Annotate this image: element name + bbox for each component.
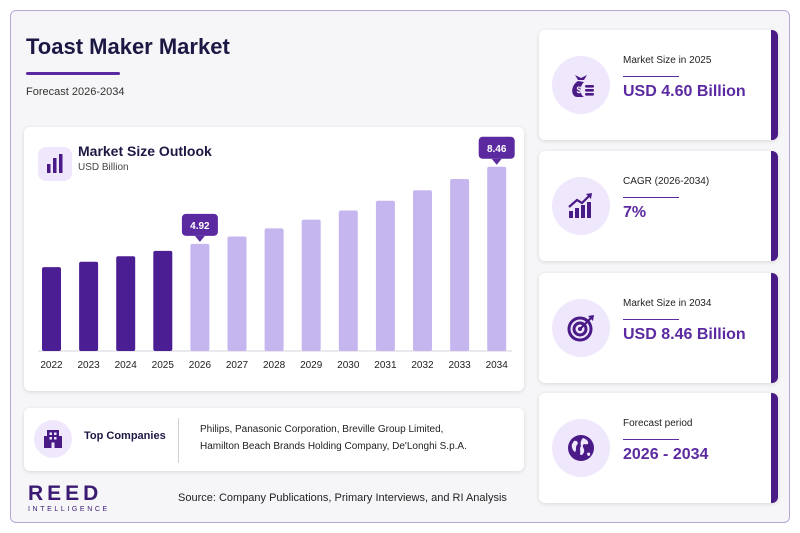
x-tick-label: 2022 — [40, 360, 63, 371]
bar-2031 — [375, 200, 395, 351]
globe-icon — [552, 419, 610, 477]
stat-label: Market Size in 2034 — [623, 298, 712, 309]
card-accent — [771, 151, 778, 261]
stat-divider — [623, 439, 679, 440]
logo-sub-text: INTELLIGENCE — [28, 506, 110, 513]
stat-divider — [623, 319, 679, 320]
bar-2029 — [301, 219, 321, 351]
building-icon — [34, 420, 72, 458]
stat-card-market-2025: $ Market Size in 2025 USD 4.60 Billion — [539, 30, 778, 140]
companies-list: Philips, Panasonic Corporation, Breville… — [200, 421, 510, 455]
bar-2026 — [190, 243, 210, 351]
card-accent — [771, 30, 778, 140]
target-icon — [552, 299, 610, 357]
x-tick-label: 2025 — [152, 360, 175, 371]
page-subtitle: Forecast 2026-2034 — [26, 86, 125, 98]
x-tick-label: 2028 — [263, 360, 286, 371]
x-tick-label: 2031 — [374, 360, 397, 371]
stat-card-cagr: CAGR (2026-2034) 7% — [539, 151, 778, 261]
title-underline — [26, 72, 120, 75]
stat-card-forecast-period: Forecast period 2026 - 2034 — [539, 393, 778, 503]
growth-chart-icon — [552, 177, 610, 235]
svg-text:$: $ — [577, 85, 582, 95]
data-label-2034: 8.46 — [478, 136, 515, 165]
stat-label: Market Size in 2025 — [623, 55, 712, 66]
bar-2032 — [413, 190, 432, 351]
x-tick-label: 2033 — [448, 360, 471, 371]
card-accent — [771, 393, 778, 503]
x-tick-label: 2026 — [189, 360, 212, 371]
stat-value: 7% — [623, 204, 647, 221]
stat-divider — [623, 76, 679, 77]
source-note: Source: Company Publications, Primary In… — [178, 492, 507, 504]
chart-title: Market Size Outlook — [78, 143, 212, 159]
bar-2034 — [487, 166, 507, 351]
page-title: Toast Maker Market — [26, 34, 230, 59]
stat-label: CAGR (2026-2034) — [623, 176, 710, 187]
brand-logo: REED INTELLIGENCE — [28, 482, 110, 514]
companies-divider — [178, 418, 179, 463]
x-tick-label: 2034 — [486, 360, 509, 371]
companies-card: Top Companies Philips, Panasonic Corpora… — [24, 408, 524, 471]
bar-2027 — [227, 236, 247, 351]
logo-main-text: REED — [28, 482, 103, 505]
x-tick-label: 2023 — [77, 360, 100, 371]
bar-2030 — [338, 210, 358, 351]
svg-text:8.46: 8.46 — [487, 144, 507, 155]
x-tick-label: 2030 — [337, 360, 360, 371]
x-tick-label: 2027 — [226, 360, 249, 371]
bar-2023 — [79, 261, 99, 351]
bar-2033 — [450, 178, 470, 351]
card-accent — [771, 273, 778, 383]
svg-text:4.92: 4.92 — [190, 221, 210, 232]
bar-chart: 2022 2023 2024 2025 2026 2027 2028 2029 2030 2031… — [38, 136, 515, 371]
bar-2025 — [153, 250, 173, 351]
stat-value: USD 4.60 Billion — [623, 83, 746, 100]
bar-2028 — [264, 228, 284, 351]
bar-2022 — [42, 267, 61, 351]
stat-value: 2026 - 2034 — [623, 446, 709, 463]
x-tick-label: 2029 — [300, 360, 323, 371]
bar-2024 — [116, 256, 136, 351]
stat-divider — [623, 197, 679, 198]
data-label-2026: 4.92 — [181, 213, 218, 242]
money-bag-icon: $ — [552, 56, 610, 114]
stat-label: Forecast period — [623, 418, 693, 429]
bar-chart-icon — [38, 147, 72, 181]
chart-unit: USD Billion — [78, 162, 129, 173]
stat-card-market-2034: Market Size in 2034 USD 8.46 Billion — [539, 273, 778, 383]
companies-line: Hamilton Beach Brands Holding Company, D… — [200, 441, 467, 452]
x-tick-label: 2024 — [115, 360, 138, 371]
companies-line: Philips, Panasonic Corporation, Breville… — [200, 424, 444, 435]
chart-card: Market Size Outlook USD Billion 2022 2023… — [24, 127, 524, 391]
x-tick-label: 2032 — [411, 360, 434, 371]
stat-value: USD 8.46 Billion — [623, 326, 746, 343]
companies-label: Top Companies — [84, 430, 166, 442]
